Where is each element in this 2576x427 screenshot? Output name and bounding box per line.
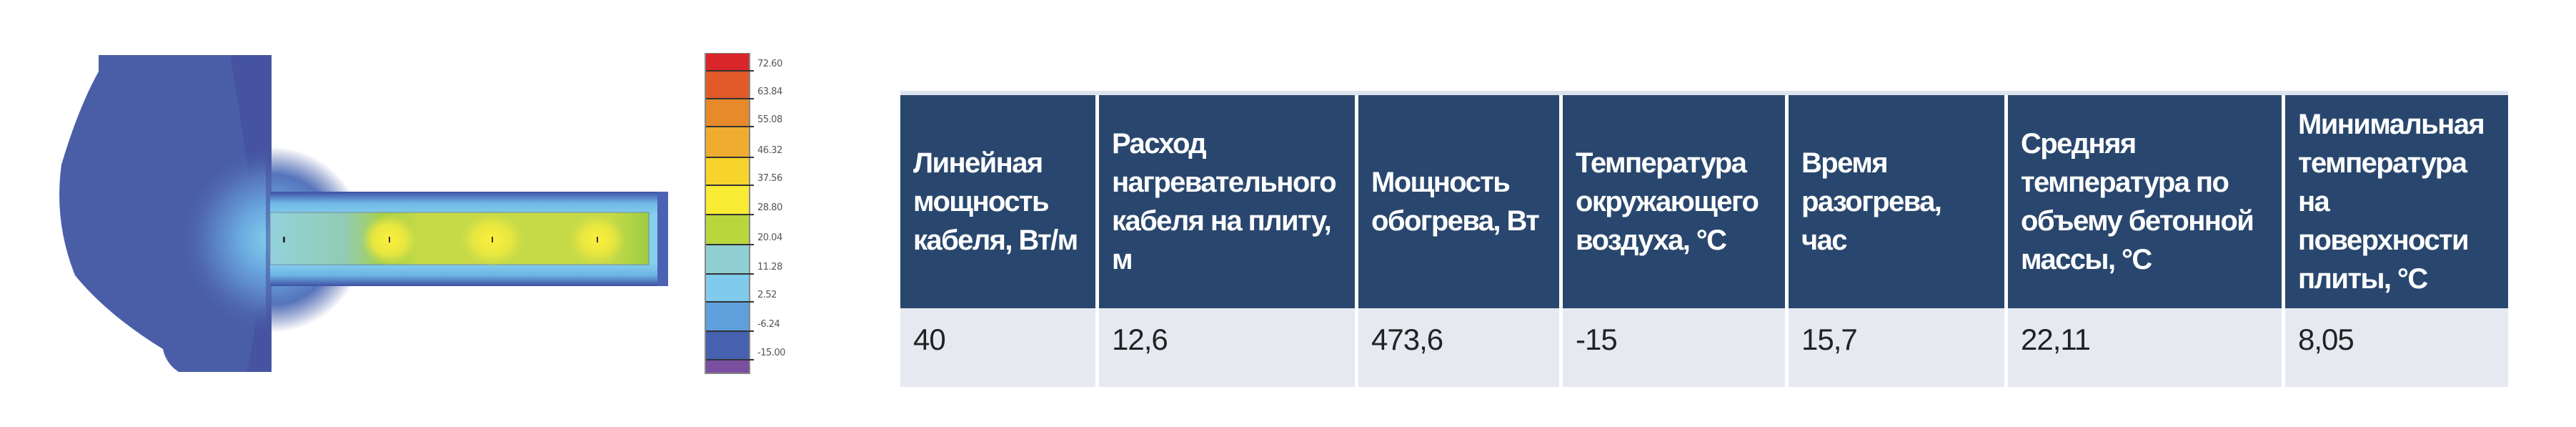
results-table: Линейная мощность кабеля, Вт/м Расход на… (900, 91, 2508, 387)
color-band (706, 274, 749, 302)
color-scale-label: 46.32 (757, 145, 782, 156)
cell-cable-length: 12,6 (1095, 308, 1357, 387)
cell-heating-time: 15,7 (1785, 308, 2006, 387)
color-scale-label: 20.04 (757, 232, 782, 243)
color-scale-frame (705, 53, 750, 374)
ground-right-edge (266, 55, 272, 372)
table-row: 40 12,6 473,6 -15 15,7 22,11 8,05 (900, 308, 2508, 387)
header-ambient-temp: Температура окружающего воздуха, °С (1559, 91, 1787, 308)
slab-right-edge (657, 192, 668, 286)
color-scale-label: 2.52 (757, 290, 777, 300)
color-band (706, 302, 749, 331)
color-scale-label: 72.60 (757, 59, 782, 69)
color-band (706, 331, 749, 360)
header-heating-power: Мощность обогрева, Вт (1355, 91, 1561, 308)
color-scale-label: 55.08 (757, 114, 782, 125)
color-band (706, 360, 749, 373)
color-scale-label: 37.56 (757, 173, 782, 184)
color-scale-label: 28.80 (757, 202, 782, 213)
color-scale-label: -15.00 (757, 348, 785, 358)
cell-linear-power: 40 (900, 308, 1098, 387)
header-min-temp: Минимальная температура на поверхности п… (2282, 91, 2508, 308)
cable-dot (283, 237, 285, 242)
cell-ambient-temp: -15 (1559, 308, 1787, 387)
cell-heating-power: 473,6 (1355, 308, 1561, 387)
color-band (706, 215, 749, 245)
header-avg-temp: Средняя температура по объему бетонной м… (2004, 91, 2284, 308)
color-band (706, 53, 749, 71)
color-band (706, 71, 749, 99)
color-band (706, 185, 749, 215)
color-scale-label: -6.24 (757, 319, 780, 330)
table-header-row: Линейная мощность кабеля, Вт/м Расход на… (900, 91, 2508, 308)
thermal-simulation-image (59, 55, 668, 372)
color-scale-bar (705, 53, 754, 374)
color-band (706, 99, 749, 127)
cable-dot (597, 237, 598, 242)
cable-dot (492, 237, 493, 242)
color-band (706, 127, 749, 157)
color-scale-label: 11.28 (757, 262, 782, 273)
color-scale-label: 63.84 (757, 87, 782, 97)
cell-avg-temp: 22,11 (2004, 308, 2284, 387)
color-band (706, 245, 749, 274)
cell-min-temp: 8,05 (2282, 308, 2508, 387)
header-linear-power: Линейная мощность кабеля, Вт/м (900, 91, 1098, 308)
cable-dot (389, 237, 390, 242)
header-heating-time: Время разогрева, час (1785, 91, 2006, 308)
header-cable-length: Расход нагревательного кабеля на плиту, … (1095, 91, 1357, 308)
color-band (706, 157, 749, 185)
